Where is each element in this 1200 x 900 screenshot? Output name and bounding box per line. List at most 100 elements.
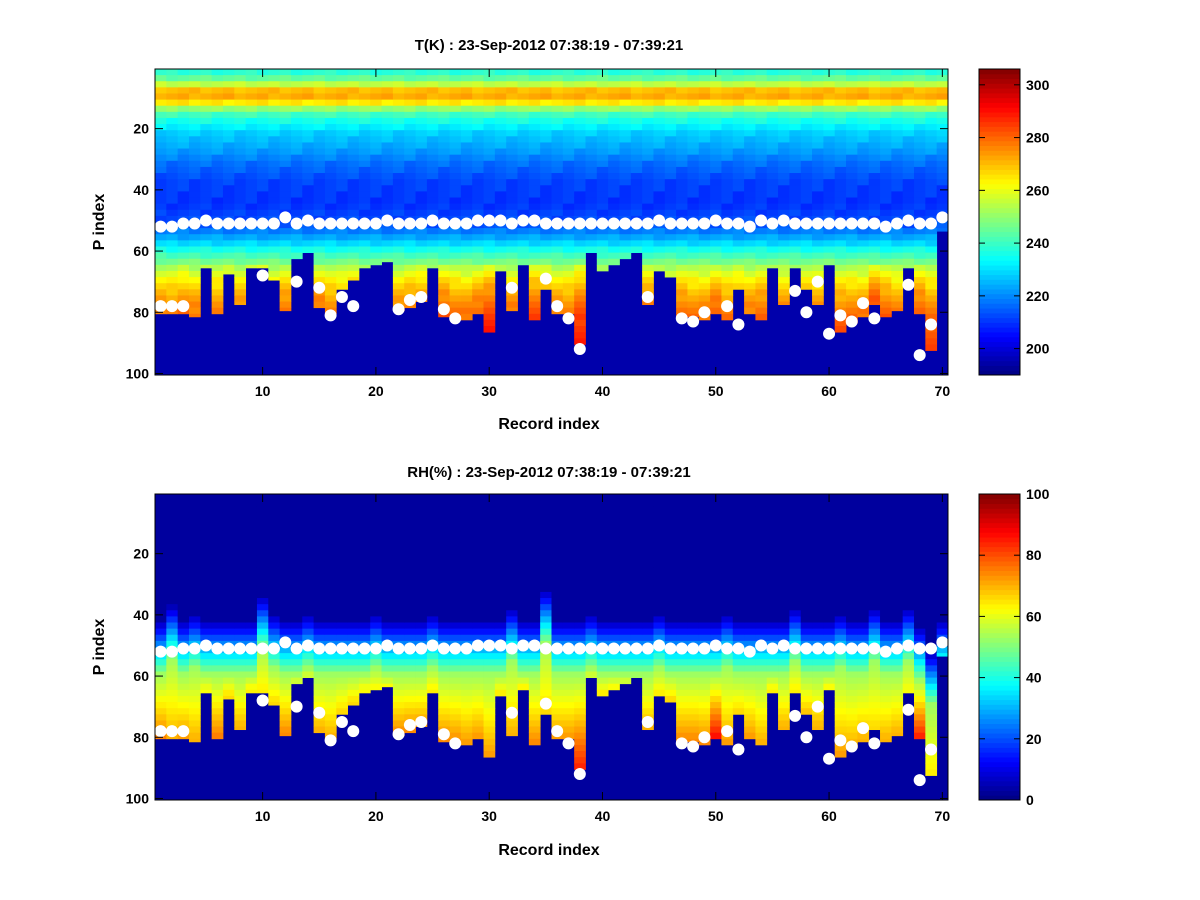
heatmap-cell	[483, 751, 496, 758]
heatmap-cell	[438, 81, 450, 88]
heatmap-cell	[608, 246, 620, 253]
heatmap-cell	[347, 142, 360, 149]
heatmap-cell	[177, 561, 190, 568]
heatmap-cell	[642, 622, 654, 630]
heatmap-cell	[336, 506, 348, 513]
heatmap-cell	[710, 671, 722, 678]
heatmap-cell	[846, 228, 858, 235]
heatmap-cell	[902, 258, 915, 266]
heatmap-cell	[676, 604, 688, 611]
heatmap-cell	[812, 124, 824, 131]
heatmap-cell	[358, 179, 371, 186]
heatmap-cell	[585, 634, 598, 642]
heatmap-cell	[630, 659, 643, 666]
heatmap-cell	[177, 277, 190, 284]
heatmap-cell	[857, 258, 870, 266]
heatmap-cell	[324, 142, 337, 149]
heatmap-cell	[211, 252, 224, 260]
heatmap-cell	[687, 708, 700, 715]
heatmap-cell	[234, 714, 247, 721]
heatmap-cell	[528, 289, 541, 296]
heatmap-cell	[630, 500, 643, 507]
heatmap-cell	[585, 99, 598, 107]
heatmap-cell	[188, 604, 201, 611]
heatmap-cell	[698, 524, 711, 532]
heatmap-cell	[766, 506, 779, 513]
heatmap-cell	[562, 549, 575, 556]
heatmap-cell	[381, 93, 394, 100]
heatmap-cell	[551, 289, 564, 296]
heatmap-cell	[494, 136, 507, 143]
heatmap-cell	[256, 604, 269, 611]
heatmap-cell	[925, 179, 938, 186]
heatmap-cell	[732, 93, 745, 100]
colorbar-tick-label: 240	[1026, 235, 1050, 251]
heatmap-cell	[449, 726, 462, 734]
heatmap-cell	[766, 567, 779, 574]
heatmap-column	[268, 494, 281, 706]
profile-marker	[585, 217, 598, 230]
profile-marker	[290, 275, 303, 288]
heatmap-cell	[483, 720, 496, 727]
heatmap-cell	[381, 610, 394, 617]
heatmap-cell	[676, 573, 688, 581]
heatmap-cell	[256, 160, 269, 168]
heatmap-cell	[721, 252, 734, 260]
heatmap-cell	[676, 203, 688, 211]
heatmap-cell	[358, 549, 371, 556]
heatmap-cell	[608, 671, 620, 678]
heatmap-column	[494, 494, 507, 697]
heatmap-cell	[336, 111, 348, 119]
heatmap-cell	[302, 124, 314, 131]
profile-marker	[619, 217, 632, 230]
heatmap-cell	[392, 561, 405, 568]
heatmap-cell	[302, 130, 314, 137]
heatmap-cell	[404, 142, 416, 149]
heatmap-cell	[234, 683, 247, 691]
heatmap-cell	[755, 228, 768, 235]
profile-marker	[687, 217, 700, 230]
heatmap-cell	[914, 154, 926, 162]
heatmap-cell	[755, 610, 768, 617]
heatmap-cell	[721, 166, 734, 174]
heatmap-cell	[347, 689, 360, 697]
heatmap-cell	[868, 289, 881, 296]
heatmap-cell	[596, 179, 609, 186]
heatmap-column	[234, 494, 247, 731]
heatmap-cell	[755, 702, 768, 709]
profile-marker	[743, 220, 756, 233]
heatmap-cell	[381, 191, 394, 198]
heatmap-cell	[517, 87, 530, 94]
heatmap-cell	[687, 695, 700, 703]
heatmap-cell	[370, 604, 382, 611]
heatmap-cell	[494, 567, 507, 574]
heatmap-cell	[381, 677, 394, 685]
heatmap-cell	[687, 130, 700, 137]
heatmap-cell	[846, 289, 858, 296]
heatmap-cell	[415, 653, 428, 660]
heatmap-cell	[710, 720, 722, 727]
heatmap-cell	[653, 185, 666, 192]
colorbar-segment	[979, 336, 1020, 343]
heatmap-cell	[155, 616, 167, 623]
heatmap-cell	[664, 136, 677, 143]
heatmap-cell	[676, 148, 688, 156]
heatmap-cell	[268, 117, 281, 125]
heatmap-cell	[732, 506, 745, 513]
heatmap-column	[676, 69, 688, 318]
heatmap-cell	[155, 203, 167, 211]
heatmap-cell	[562, 93, 575, 100]
heatmap-cell	[619, 185, 632, 192]
heatmap-cell	[392, 628, 405, 636]
heatmap-cell	[370, 665, 382, 672]
heatmap-cell	[834, 160, 847, 168]
heatmap-cell	[222, 179, 235, 186]
heatmap-cell	[177, 75, 190, 82]
heatmap-cell	[766, 252, 779, 260]
heatmap-cell	[823, 154, 836, 162]
heatmap-cell	[528, 536, 541, 544]
heatmap-cell	[619, 240, 632, 247]
heatmap-cell	[936, 197, 949, 205]
heatmap-cell	[155, 591, 167, 599]
heatmap-cell	[483, 653, 496, 660]
